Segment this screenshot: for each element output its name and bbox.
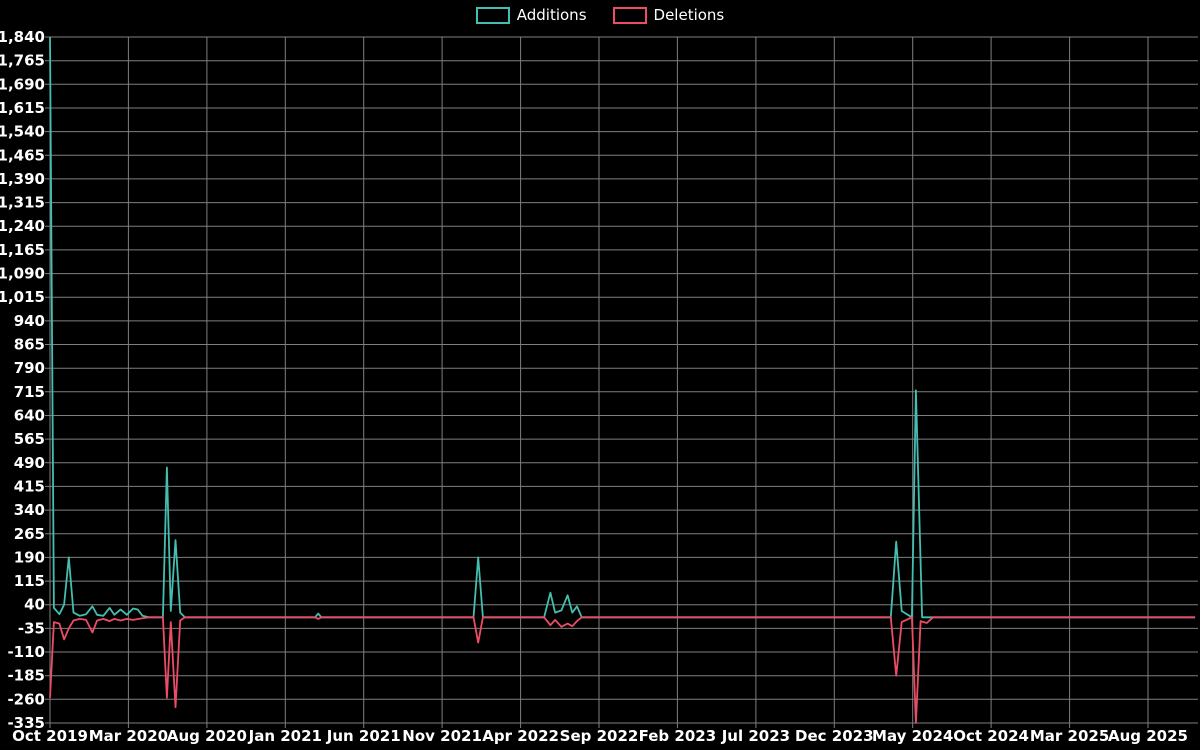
deletions-swatch-icon bbox=[612, 6, 647, 24]
y-tick-label: 565 bbox=[14, 430, 45, 448]
legend-label-deletions: Deletions bbox=[653, 6, 725, 24]
y-tick-label: 1,315 bbox=[0, 194, 45, 212]
chart-legend: Additions Deletions bbox=[0, 6, 1200, 24]
x-tick-label: Oct 2019 bbox=[12, 727, 88, 745]
x-tick-label: Dec 2023 bbox=[795, 727, 874, 745]
x-tick-label: May 2024 bbox=[872, 727, 953, 745]
y-tick-label: 40 bbox=[24, 596, 45, 614]
x-tick-label: Sep 2022 bbox=[560, 727, 639, 745]
x-tick-label: Aug 2025 bbox=[1108, 727, 1188, 745]
legend-item-deletions[interactable]: Deletions bbox=[612, 6, 725, 24]
legend-label-additions: Additions bbox=[516, 6, 587, 24]
y-tick-label: -35 bbox=[18, 619, 45, 637]
x-tick-label: Feb 2023 bbox=[639, 727, 717, 745]
y-tick-label: 1,390 bbox=[0, 170, 45, 188]
x-tick-label: Mar 2020 bbox=[89, 727, 168, 745]
y-tick-label: 1,015 bbox=[0, 288, 45, 306]
x-tick-label: Nov 2021 bbox=[402, 727, 482, 745]
additions-swatch-icon bbox=[475, 6, 510, 24]
x-tick-label: Jan 2021 bbox=[248, 727, 322, 745]
additions-line bbox=[49, 36, 1196, 619]
y-tick-label: 1,240 bbox=[0, 217, 45, 235]
y-tick-label: 940 bbox=[14, 312, 45, 330]
y-tick-label: 1,765 bbox=[0, 52, 45, 70]
y-tick-label: 1,690 bbox=[0, 75, 45, 93]
y-tick-label: -260 bbox=[7, 690, 45, 708]
y-tick-label: 1,165 bbox=[0, 241, 45, 259]
y-tick-label: 865 bbox=[14, 336, 45, 354]
y-tick-label: 1,615 bbox=[0, 99, 45, 117]
y-tick-label: 790 bbox=[14, 359, 45, 377]
x-tick-label: Apr 2022 bbox=[482, 727, 559, 745]
y-tick-label: 1,090 bbox=[0, 265, 45, 283]
y-tick-label: -110 bbox=[7, 643, 45, 661]
y-tick-label: 490 bbox=[14, 454, 45, 472]
y-tick-label: 190 bbox=[14, 548, 45, 566]
y-tick-label: 265 bbox=[14, 525, 45, 543]
x-tick-label: Jul 2023 bbox=[721, 727, 790, 745]
y-tick-label: 1,840 bbox=[0, 28, 45, 46]
y-tick-label: 340 bbox=[14, 501, 45, 519]
y-tick-label: -185 bbox=[7, 667, 45, 685]
deletions-line bbox=[49, 616, 1196, 724]
y-tick-label: -335 bbox=[7, 714, 45, 732]
y-tick-label: 715 bbox=[14, 383, 45, 401]
y-tick-label: 1,540 bbox=[0, 123, 45, 141]
y-tick-label: 640 bbox=[14, 407, 45, 425]
x-tick-label: Mar 2025 bbox=[1030, 727, 1109, 745]
y-tick-label: 1,465 bbox=[0, 146, 45, 164]
y-tick-label: 415 bbox=[14, 477, 45, 495]
x-tick-label: Jun 2021 bbox=[326, 727, 401, 745]
x-tick-label: Aug 2020 bbox=[167, 727, 247, 745]
x-tick-label: Oct 2024 bbox=[953, 727, 1029, 745]
legend-item-additions[interactable]: Additions bbox=[475, 6, 587, 24]
y-tick-label: 115 bbox=[14, 572, 45, 590]
